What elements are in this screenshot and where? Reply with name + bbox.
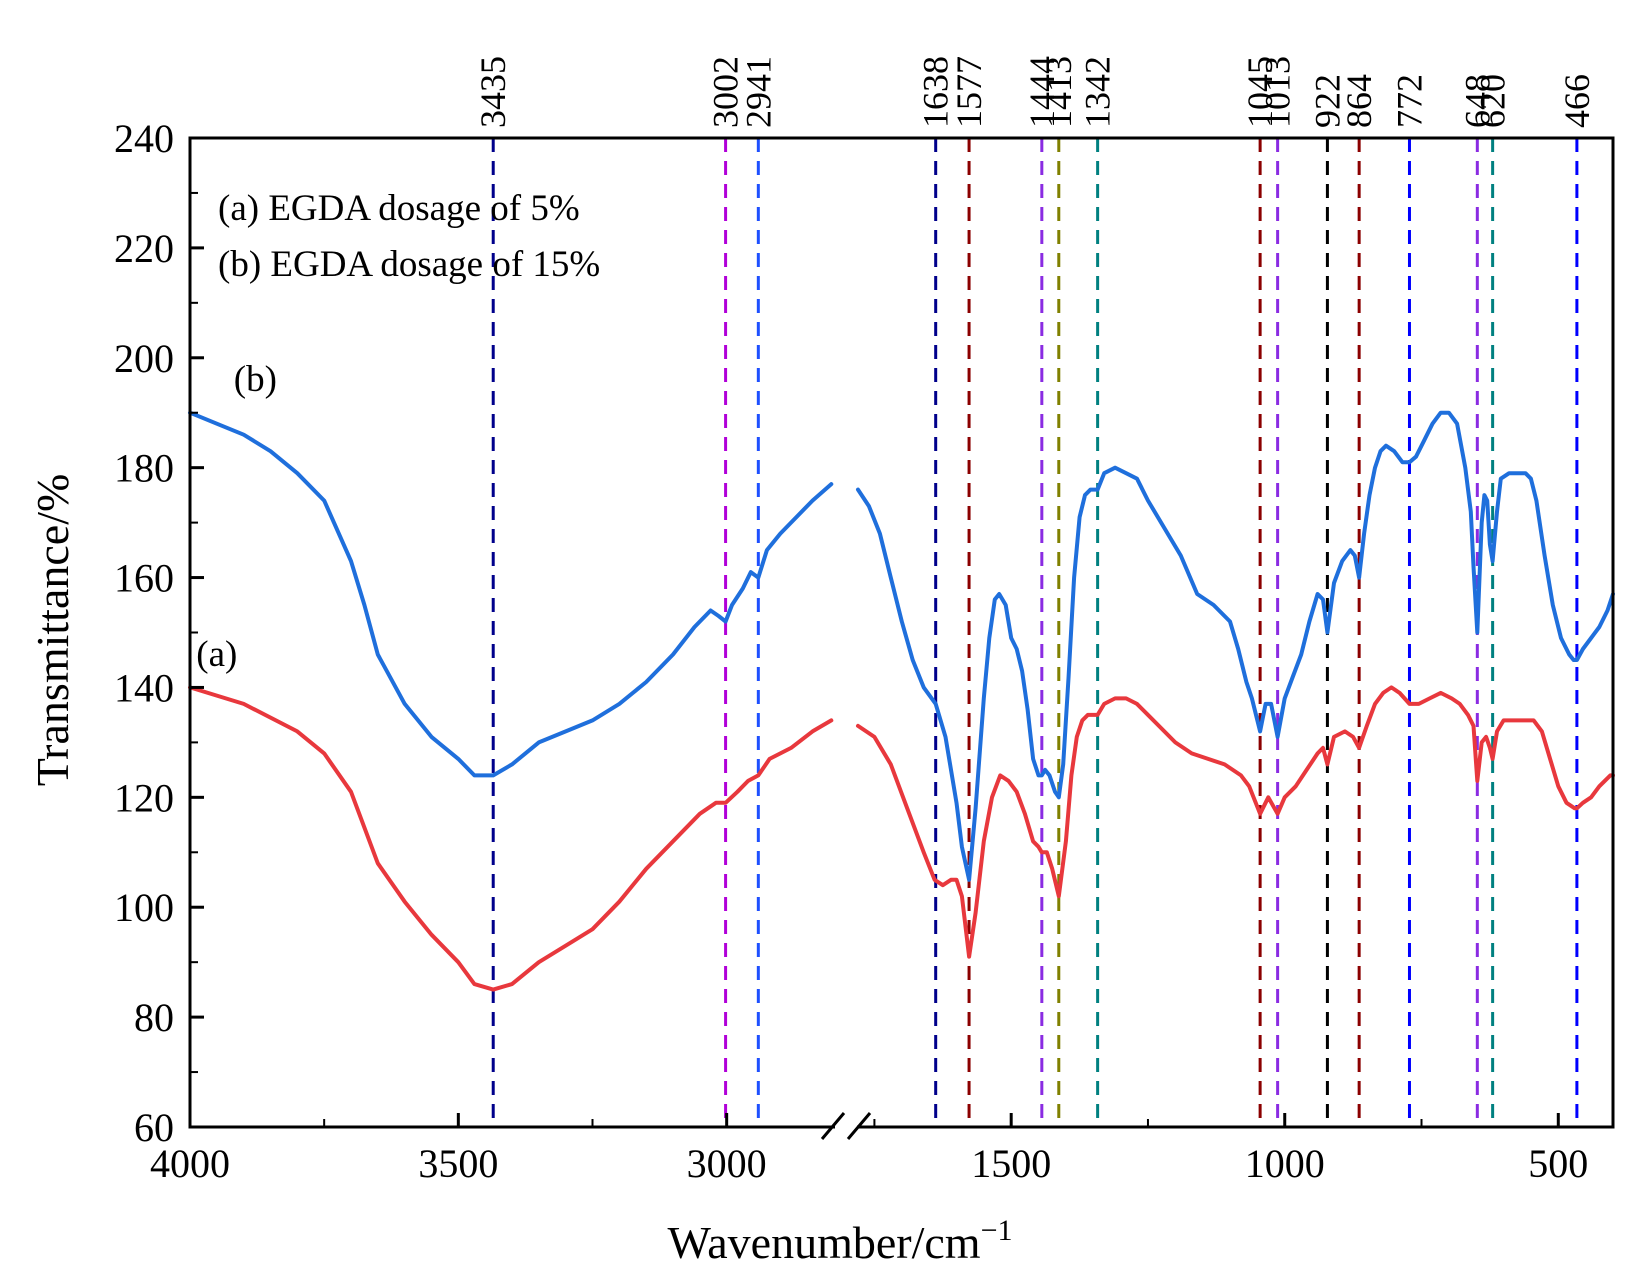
x-axis: 4000 3500 3000 1500 1000 500 (150, 1113, 1588, 1186)
peak-label: 864 (1339, 74, 1379, 128)
y-tick-label: 60 (134, 1105, 174, 1150)
peak-label: 1013 (1258, 56, 1298, 128)
axis-break-gap (835, 1121, 857, 1133)
y-tick-label: 220 (114, 226, 174, 271)
series-tag-a: (a) (196, 634, 237, 675)
peak-label: 1444 (1022, 56, 1062, 128)
peak-label: 1638 (916, 56, 956, 128)
y-tick-label: 160 (114, 556, 174, 601)
peak-label: 1045 (1240, 56, 1280, 128)
peak-label: 1342 (1078, 56, 1118, 128)
y-tick-label: 240 (114, 116, 174, 161)
x-tick-label: 1500 (971, 1141, 1051, 1186)
axis-break-slash (846, 1112, 872, 1140)
peak-label: 2941 (738, 56, 778, 128)
plot-frame (188, 136, 1615, 1129)
x-tick-label: 1000 (1245, 1141, 1325, 1186)
peak-label: 648 (1457, 74, 1497, 128)
peak-label: 772 (1389, 74, 1429, 128)
peak-label: 1577 (949, 56, 989, 128)
x-tick-label: 4000 (150, 1141, 230, 1186)
y-axis: 60 80 100 120 140 160 180 200 220 240 (114, 116, 204, 1150)
peak-label: 620 (1473, 74, 1513, 128)
x-tick-label: 3000 (687, 1141, 767, 1186)
x-axis-title-text: Wavenumber/cm (668, 1217, 981, 1268)
axis-break-mark (820, 1112, 872, 1140)
y-axis-title: Transmittance/% (27, 474, 78, 787)
series-lines (188, 410, 1615, 992)
y-tick-label: 180 (114, 446, 174, 491)
y-tick-label: 80 (134, 995, 174, 1040)
y-tick-label: 120 (114, 775, 174, 820)
peak-label: 466 (1557, 74, 1597, 128)
y-tick-label: 100 (114, 885, 174, 930)
peak-label: 3435 (473, 56, 513, 128)
y-tick-label: 140 (114, 665, 174, 710)
x-tick-label: 3500 (418, 1141, 498, 1186)
peak-label: 1413 (1039, 56, 1079, 128)
peak-lines (491, 138, 1579, 1127)
x-axis-title: Wavenumber/cm−1 (668, 1214, 1013, 1268)
series-line (856, 685, 1615, 959)
peak-label: 3002 (706, 56, 746, 128)
legend-entry-a: (a) EGDA dosage of 5% (218, 188, 580, 229)
series-tag-b: (b) (234, 359, 277, 400)
y-tick-label: 200 (114, 336, 174, 381)
peak-label: 922 (1307, 74, 1347, 128)
series-line (856, 410, 1615, 882)
axis-break-slash (820, 1112, 846, 1140)
x-axis-title-superscript: −1 (981, 1214, 1013, 1247)
series-line (188, 685, 834, 992)
series-line (188, 410, 834, 778)
x-tick-label: 500 (1528, 1141, 1588, 1186)
legend-entry-b: (b) EGDA dosage of 15% (218, 244, 600, 285)
